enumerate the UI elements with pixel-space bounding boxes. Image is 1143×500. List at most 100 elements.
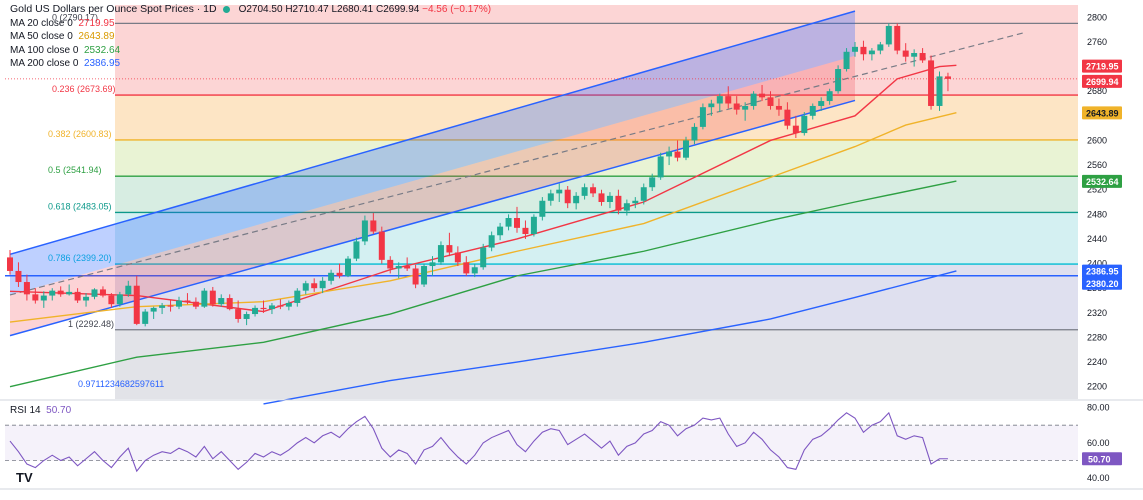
price-tick-2400: 2400 bbox=[1087, 259, 1107, 269]
rsi-last-label: 50.70 bbox=[1088, 454, 1111, 464]
candle-body bbox=[835, 69, 842, 92]
price-label-bg-1 bbox=[1082, 74, 1122, 88]
candle-body bbox=[91, 289, 98, 297]
candle-body bbox=[623, 203, 630, 211]
channel-mid-line bbox=[9, 32, 1025, 296]
candle-body bbox=[192, 301, 199, 307]
candle-body bbox=[691, 126, 698, 141]
candle-body bbox=[843, 51, 850, 70]
ma100-legend[interactable]: MA 100 close 0 2532.64 bbox=[10, 44, 491, 58]
candle-body bbox=[32, 294, 39, 301]
candle-body bbox=[429, 262, 436, 267]
candle-body bbox=[395, 266, 402, 269]
symbol-title[interactable]: Gold US Dollars per Ounce Spot Prices · … bbox=[10, 3, 217, 15]
fib-zone-0.618 bbox=[115, 212, 1078, 265]
candle-body bbox=[699, 107, 706, 127]
rsi-tick-80: 80.00 bbox=[1087, 403, 1110, 413]
candle-body bbox=[716, 96, 723, 104]
candle-body bbox=[201, 290, 208, 307]
tradingview-logo: TV bbox=[16, 470, 33, 485]
price-tick-2320: 2320 bbox=[1087, 308, 1107, 318]
rsi-tick-40: 40.00 bbox=[1087, 473, 1110, 483]
candle-body bbox=[868, 50, 875, 55]
candle-body bbox=[235, 309, 242, 319]
candle-body bbox=[184, 300, 191, 302]
candle-body bbox=[40, 295, 47, 301]
channel-upper-fill bbox=[10, 11, 855, 295]
candle-body bbox=[826, 91, 833, 102]
candle-body bbox=[615, 195, 622, 211]
fib-label-0.5: 0.5 (2541.94) bbox=[48, 165, 102, 175]
candle-body bbox=[928, 60, 935, 106]
ma20-legend[interactable]: MA 20 close 0 2719.95 bbox=[10, 17, 491, 31]
candle-body bbox=[522, 227, 529, 235]
candle-body bbox=[83, 296, 90, 301]
candle-body bbox=[15, 270, 22, 283]
candle-body bbox=[733, 103, 740, 110]
fib-zone-0.382 bbox=[115, 139, 1078, 177]
market-status-icon bbox=[222, 5, 230, 13]
ma50-label: MA 50 close 0 bbox=[10, 31, 73, 42]
price-label-5: 2380.20 bbox=[1086, 279, 1119, 289]
candle-body bbox=[944, 76, 951, 79]
candle-body bbox=[590, 187, 597, 194]
ohlc-low: L2680.41 bbox=[331, 4, 374, 15]
candle-body bbox=[877, 44, 884, 51]
candle-body bbox=[556, 189, 563, 194]
fib-label-0.618: 0.618 (2483.05) bbox=[48, 201, 112, 211]
price-label-3: 2532.64 bbox=[1086, 177, 1119, 187]
ma-line-ma200 bbox=[263, 270, 957, 405]
candle-body bbox=[218, 298, 225, 305]
candle-body bbox=[49, 290, 56, 296]
fib-zone-0.5 bbox=[115, 176, 1078, 213]
candle-body bbox=[159, 305, 166, 308]
candle-body bbox=[902, 50, 909, 57]
ohlc-close: C2699.94 bbox=[375, 4, 420, 15]
candle-body bbox=[708, 103, 715, 108]
candle-body bbox=[378, 231, 385, 260]
price-tick-2680: 2680 bbox=[1087, 86, 1107, 96]
fib-label-0.97: 0.9711234682597611 bbox=[78, 379, 164, 389]
candle-body bbox=[74, 291, 81, 301]
candle-body bbox=[530, 216, 537, 235]
ohlc-open: O2704.50 bbox=[238, 4, 283, 15]
candle-body bbox=[497, 226, 504, 236]
price-change: −4.56 (−0.17%) bbox=[422, 4, 492, 15]
ma200-legend[interactable]: MA 200 close 0 2386.95 bbox=[10, 57, 491, 71]
ma200-label: MA 200 close 0 bbox=[10, 58, 79, 69]
candle-body bbox=[488, 235, 495, 248]
price-tick-2280: 2280 bbox=[1087, 332, 1107, 342]
candle-body bbox=[370, 220, 377, 232]
candle-body bbox=[302, 283, 309, 291]
symbol-row: Gold US Dollars per Ounce Spot Prices · … bbox=[10, 3, 491, 17]
candle-body bbox=[446, 245, 453, 253]
rsi-legend[interactable]: RSI 14 50.70 bbox=[10, 405, 71, 416]
candle-body bbox=[911, 53, 918, 57]
rsi-tick-60: 60.00 bbox=[1087, 438, 1110, 448]
candles-group bbox=[7, 23, 951, 327]
ma100-label: MA 100 close 0 bbox=[10, 44, 79, 56]
fib-zone-1 bbox=[115, 329, 1078, 399]
candle-body bbox=[353, 241, 360, 259]
candle-body bbox=[285, 302, 292, 307]
candle-body bbox=[150, 307, 157, 312]
fib-label-1: 1 (2292.48) bbox=[68, 319, 114, 329]
candle-body bbox=[936, 76, 943, 106]
price-label-bg-5 bbox=[1082, 276, 1122, 290]
ma50-legend[interactable]: MA 50 close 0 2643.89 bbox=[10, 30, 491, 44]
candle-body bbox=[725, 96, 732, 104]
candle-body bbox=[294, 290, 301, 303]
candle-body bbox=[632, 200, 639, 204]
fib-zone-top bbox=[115, 5, 1078, 24]
price-tick-2480: 2480 bbox=[1087, 209, 1107, 219]
candle-body bbox=[919, 53, 926, 61]
candle-body bbox=[23, 282, 30, 295]
candle-body bbox=[176, 300, 182, 307]
candle-body bbox=[657, 156, 664, 178]
candle-body bbox=[801, 115, 808, 134]
candle-body bbox=[471, 267, 478, 274]
ma50-value: 2643.89 bbox=[78, 31, 115, 42]
fib-label-0.382: 0.382 (2600.83) bbox=[48, 129, 112, 139]
price-tick-2800: 2800 bbox=[1087, 12, 1107, 22]
